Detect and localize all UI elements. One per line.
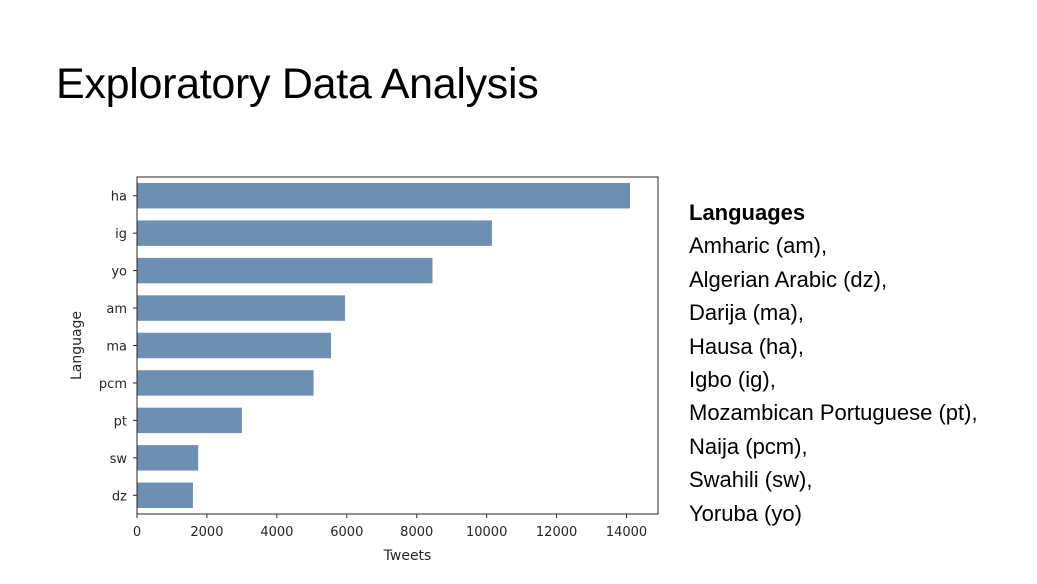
- languages-panel: Languages Amharic (am), Algerian Arabic …: [689, 196, 978, 530]
- y-axis-label: Language: [69, 311, 85, 380]
- bar-am: [137, 295, 346, 321]
- x-tick-label-10000: 10000: [466, 525, 507, 540]
- y-tick-label-yo: yo: [111, 265, 127, 280]
- languages-heading: Languages: [689, 200, 806, 225]
- bar-yo: [137, 257, 433, 284]
- x-tick-label-12000: 12000: [536, 525, 577, 540]
- slide-title: Exploratory Data Analysis: [56, 60, 539, 108]
- x-tick-label-8000: 8000: [400, 525, 433, 540]
- x-tick-label-2000: 2000: [190, 525, 223, 540]
- y-tick-label-sw: sw: [110, 452, 128, 467]
- x-axis-label: Tweets: [383, 548, 432, 564]
- y-tick-label-ha: ha: [111, 190, 127, 205]
- language-item-darija: Darija (ma),: [689, 300, 804, 326]
- language-item-mozambican-portuguese: Mozambican Portuguese (pt),: [689, 400, 978, 426]
- y-tick-label-ma: ma: [106, 340, 127, 355]
- bar-ha: [137, 182, 631, 209]
- language-item-amharic: Amharic (am),: [689, 233, 828, 259]
- language-item-hausa: Hausa (ha),: [689, 333, 804, 359]
- bar-pt: [137, 407, 242, 434]
- plot-frame: [136, 176, 659, 515]
- language-item-swahili: Swahili (sw),: [689, 467, 813, 493]
- bar-ma: [137, 332, 332, 359]
- y-tick-label-dz: dz: [112, 489, 127, 504]
- x-tick-label-0: 0: [133, 525, 141, 540]
- y-tick-label-pcm: pcm: [99, 377, 127, 392]
- tweets-bar-chart: ha ig yo am ma pcm pt sw dz 0 2000 4000 6000 8000 1000…: [69, 176, 659, 564]
- x-tick-label-6000: 6000: [330, 525, 363, 540]
- y-tick-label-ig: ig: [115, 227, 127, 242]
- language-item-algerian-arabic: Algerian Arabic (dz),: [689, 266, 888, 292]
- bar-sw: [137, 445, 199, 471]
- bar-pcm: [137, 370, 314, 396]
- bar-ig: [137, 220, 492, 246]
- bar-dz: [137, 482, 193, 509]
- language-item-naija: Naija (pcm),: [689, 433, 808, 459]
- language-item-yoruba: Yoruba (yo): [689, 500, 802, 526]
- x-tick-label-14000: 14000: [606, 525, 647, 540]
- y-tick-label-pt: pt: [114, 414, 127, 429]
- x-tick-label-4000: 4000: [260, 525, 293, 540]
- y-tick-label-am: am: [106, 302, 127, 317]
- language-item-igbo: Igbo (ig),: [689, 367, 776, 393]
